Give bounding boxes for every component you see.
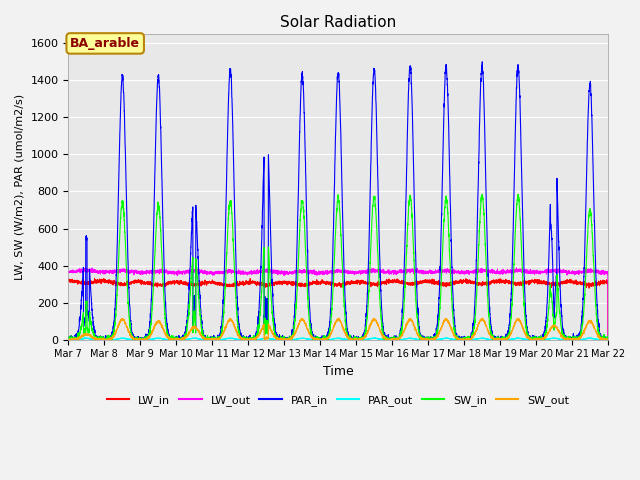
SW_out [459,336,467,342]
SW_in [65,335,72,341]
LW_in [91,276,99,281]
Legend: LW_in, LW_out, PAR_in, PAR_out, SW_in, SW_out: LW_in, LW_out, PAR_in, PAR_out, SW_in, S… [103,391,573,411]
SW_out [604,336,611,342]
SW_in [429,336,437,342]
PAR_out [318,337,326,343]
PAR_in [318,334,326,340]
PAR_in [479,59,486,65]
X-axis label: Time: Time [323,365,353,378]
PAR_out [459,337,467,343]
SW_out [604,337,612,343]
LW_out [429,271,437,276]
Line: PAR_out: PAR_out [68,338,608,340]
PAR_in [65,337,72,343]
Line: LW_out: LW_out [68,268,608,340]
LW_out [490,268,497,274]
SW_out [429,336,437,341]
LW_out [318,270,326,276]
PAR_in [604,337,611,343]
PAR_out [490,337,497,343]
PAR_out [161,336,169,342]
LW_in [490,277,497,283]
LW_out [604,269,611,275]
LW_out [459,270,467,276]
LW_in [604,279,611,285]
LW_out [513,265,520,271]
PAR_in [604,337,612,343]
LW_out [65,269,72,275]
LW_in [459,278,467,284]
Title: Solar Radiation: Solar Radiation [280,15,396,30]
LW_in [318,278,326,284]
LW_in [604,337,612,343]
Line: SW_out: SW_out [68,318,608,340]
Text: BA_arable: BA_arable [70,37,140,50]
SW_in [478,192,486,197]
PAR_in [459,336,467,341]
SW_in [318,336,326,341]
PAR_out [549,335,557,341]
PAR_out [65,337,72,343]
SW_out [161,331,169,336]
Line: PAR_in: PAR_in [68,62,608,340]
SW_in [490,337,497,343]
Line: LW_in: LW_in [68,278,608,340]
PAR_out [604,336,611,342]
PAR_out [604,337,612,343]
SW_in [459,336,467,341]
LW_in [429,279,437,285]
SW_out [335,315,342,321]
LW_in [162,280,170,286]
SW_in [604,336,611,342]
PAR_in [429,337,437,343]
SW_out [318,336,326,342]
SW_in [65,337,72,343]
LW_out [604,337,612,343]
SW_in [162,321,170,326]
SW_out [490,336,497,342]
PAR_in [490,334,497,340]
PAR_in [162,302,170,308]
PAR_out [429,337,437,343]
SW_out [65,337,72,343]
LW_out [161,269,169,275]
PAR_in [65,336,72,342]
Line: SW_in: SW_in [68,194,608,340]
SW_in [604,337,612,343]
Y-axis label: LW, SW (W/m2), PAR (umol/m2/s): LW, SW (W/m2), PAR (umol/m2/s) [15,94,25,280]
LW_in [65,277,72,283]
